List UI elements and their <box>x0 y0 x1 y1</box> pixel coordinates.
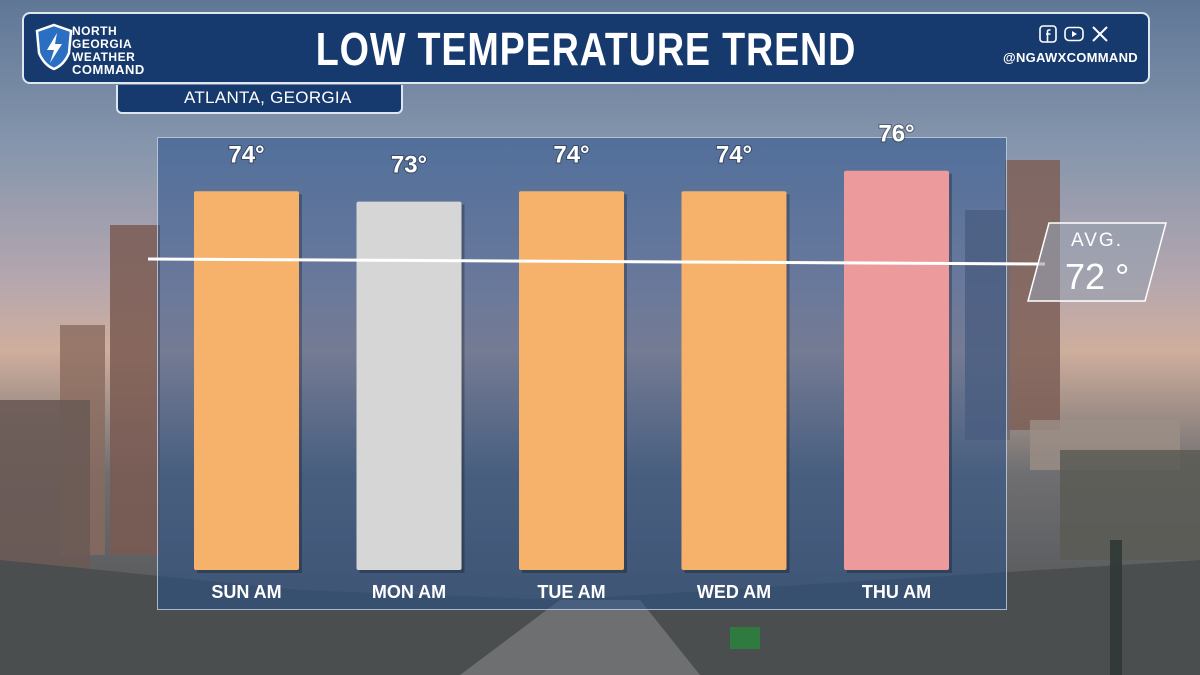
value-label: 76° <box>878 121 914 148</box>
shield-bolt-icon <box>35 23 73 71</box>
facebook-icon[interactable] <box>1038 24 1058 44</box>
logo-text-line-3: WEATHER <box>72 50 136 64</box>
bar-sun-am <box>194 191 299 571</box>
average-line <box>147 257 1046 266</box>
logo-text-line-1: NORTH <box>72 24 118 38</box>
category-label: WED AM <box>697 582 771 602</box>
category-label: MON AM <box>372 582 446 602</box>
value-label: 74° <box>716 141 752 168</box>
social-handle: @NGAWXCOMMAND <box>1002 50 1138 65</box>
average-label: AVG. <box>1071 230 1123 251</box>
average-value: 72 ° <box>1065 256 1130 297</box>
location-tab: ATLANTA, GEORGIA <box>116 85 403 114</box>
bar-tue-am <box>519 191 624 571</box>
social-links: @NGAWXCOMMAND <box>988 24 1138 65</box>
logo-text-line-2: GEORGIA <box>72 37 133 51</box>
value-label: 74° <box>228 141 264 168</box>
location-label: ATLANTA, GEORGIA <box>184 88 352 107</box>
bar-wed-am <box>681 191 787 571</box>
x-icon[interactable] <box>1090 24 1110 44</box>
category-label: TUE AM <box>537 582 605 602</box>
bar-thu-am <box>844 170 949 570</box>
header-bar: NORTH GEORGIA WEATHER COMMAND LOW TEMPER… <box>22 12 1150 84</box>
logo-text-line-4: COMMAND <box>72 62 145 77</box>
bar-mon-am <box>356 201 462 570</box>
category-label: THU AM <box>862 582 931 602</box>
average-callout: AVG. 72 ° <box>1027 222 1167 302</box>
value-label: 74° <box>553 141 589 168</box>
logo: NORTH GEORGIA WEATHER COMMAND <box>34 19 159 79</box>
average-callout-shape <box>1027 222 1167 302</box>
page-title: LOW TEMPERATURE TREND <box>315 23 857 75</box>
category-label: SUN AM <box>211 582 281 602</box>
youtube-icon[interactable] <box>1064 24 1084 44</box>
value-label: 73° <box>391 152 427 179</box>
